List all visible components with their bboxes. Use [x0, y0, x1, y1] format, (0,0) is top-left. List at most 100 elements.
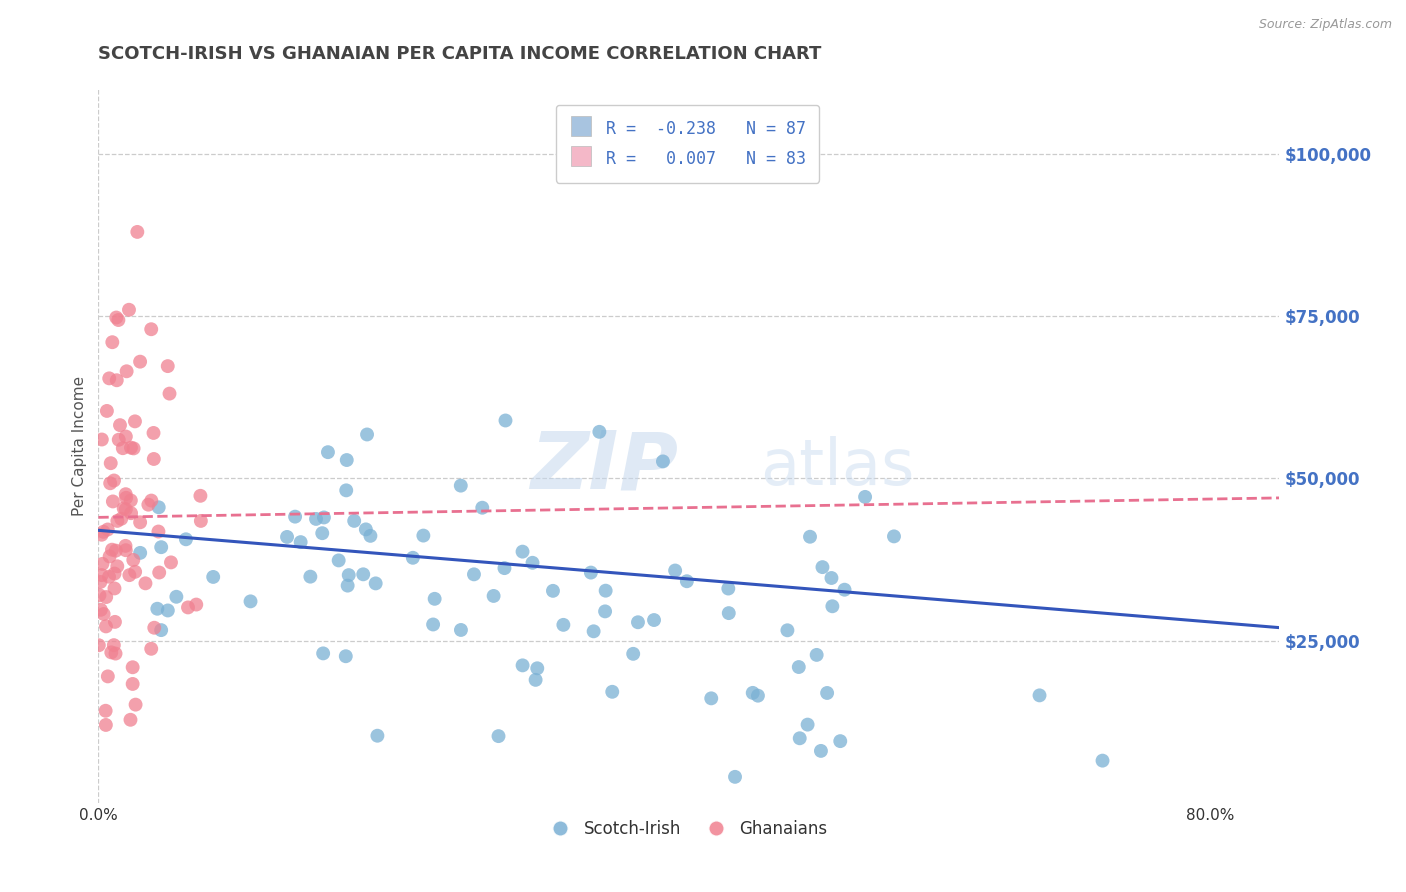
Point: [305, 512, 328, 526]
Point: [87, 638, 110, 652]
Point: [138, 498, 160, 512]
Point: [110, 512, 132, 526]
Point: [335, 649, 357, 664]
Point: [316, 445, 339, 459]
Legend: Scotch-Irish, Ghanaians: Scotch-Irish, Ghanaians: [544, 814, 834, 845]
Point: [495, 413, 517, 427]
Point: [553, 618, 575, 632]
Point: [700, 691, 723, 706]
Point: [787, 660, 810, 674]
Point: [156, 359, 179, 373]
Point: [122, 553, 145, 567]
Point: [122, 442, 145, 456]
Point: [664, 564, 686, 578]
Text: Source: ZipAtlas.com: Source: ZipAtlas.com: [1258, 18, 1392, 31]
Point: [343, 514, 366, 528]
Point: [239, 594, 262, 608]
Point: [112, 501, 135, 516]
Point: [796, 717, 818, 731]
Point: [108, 418, 131, 433]
Point: [627, 615, 650, 630]
Point: [104, 647, 127, 661]
Point: [422, 617, 444, 632]
Point: [90, 603, 112, 617]
Point: [93, 607, 115, 621]
Point: [114, 539, 136, 553]
Point: [94, 704, 117, 718]
Point: [336, 453, 359, 467]
Point: [105, 514, 128, 528]
Point: [284, 509, 307, 524]
Point: [741, 686, 763, 700]
Point: [89, 588, 111, 602]
Point: [105, 559, 128, 574]
Point: [821, 599, 844, 614]
Point: [94, 619, 117, 633]
Point: [90, 568, 112, 582]
Point: [676, 574, 699, 589]
Text: atlas: atlas: [759, 436, 914, 499]
Point: [120, 493, 142, 508]
Point: [471, 500, 494, 515]
Point: [853, 490, 876, 504]
Point: [883, 529, 905, 543]
Point: [776, 624, 799, 638]
Point: [820, 571, 842, 585]
Point: [101, 494, 124, 508]
Point: [115, 491, 138, 505]
Point: [815, 686, 838, 700]
Point: [93, 524, 115, 539]
Point: [810, 744, 832, 758]
Point: [103, 638, 125, 652]
Point: [127, 225, 149, 239]
Point: [579, 566, 602, 580]
Point: [165, 590, 187, 604]
Point: [103, 566, 125, 581]
Point: [129, 354, 152, 368]
Point: [105, 310, 128, 325]
Point: [524, 673, 547, 687]
Point: [356, 427, 378, 442]
Point: [101, 542, 124, 557]
Point: [142, 452, 165, 467]
Point: [98, 371, 121, 385]
Point: [311, 526, 333, 541]
Point: [115, 364, 138, 378]
Point: [148, 524, 170, 539]
Point: [412, 528, 434, 542]
Point: [159, 386, 181, 401]
Point: [120, 506, 142, 520]
Point: [174, 533, 197, 547]
Point: [150, 540, 173, 554]
Point: [124, 698, 146, 712]
Point: [717, 606, 740, 620]
Text: ZI: ZI: [530, 428, 619, 507]
Point: [89, 574, 111, 589]
Point: [202, 570, 225, 584]
Point: [124, 565, 146, 579]
Point: [121, 660, 143, 674]
Point: [299, 569, 322, 583]
Point: [276, 530, 298, 544]
Point: [1028, 689, 1050, 703]
Point: [114, 487, 136, 501]
Point: [652, 454, 675, 468]
Point: [526, 661, 548, 675]
Point: [811, 560, 834, 574]
Point: [463, 567, 485, 582]
Point: [148, 566, 170, 580]
Point: [600, 685, 623, 699]
Point: [124, 414, 146, 428]
Y-axis label: Per Capita Income: Per Capita Income: [72, 376, 87, 516]
Point: [98, 570, 121, 584]
Point: [97, 669, 120, 683]
Point: [423, 591, 446, 606]
Point: [96, 404, 118, 418]
Point: [512, 658, 534, 673]
Point: [143, 621, 166, 635]
Point: [450, 478, 472, 492]
Point: [90, 527, 112, 541]
Point: [747, 689, 769, 703]
Point: [177, 600, 200, 615]
Point: [90, 433, 112, 447]
